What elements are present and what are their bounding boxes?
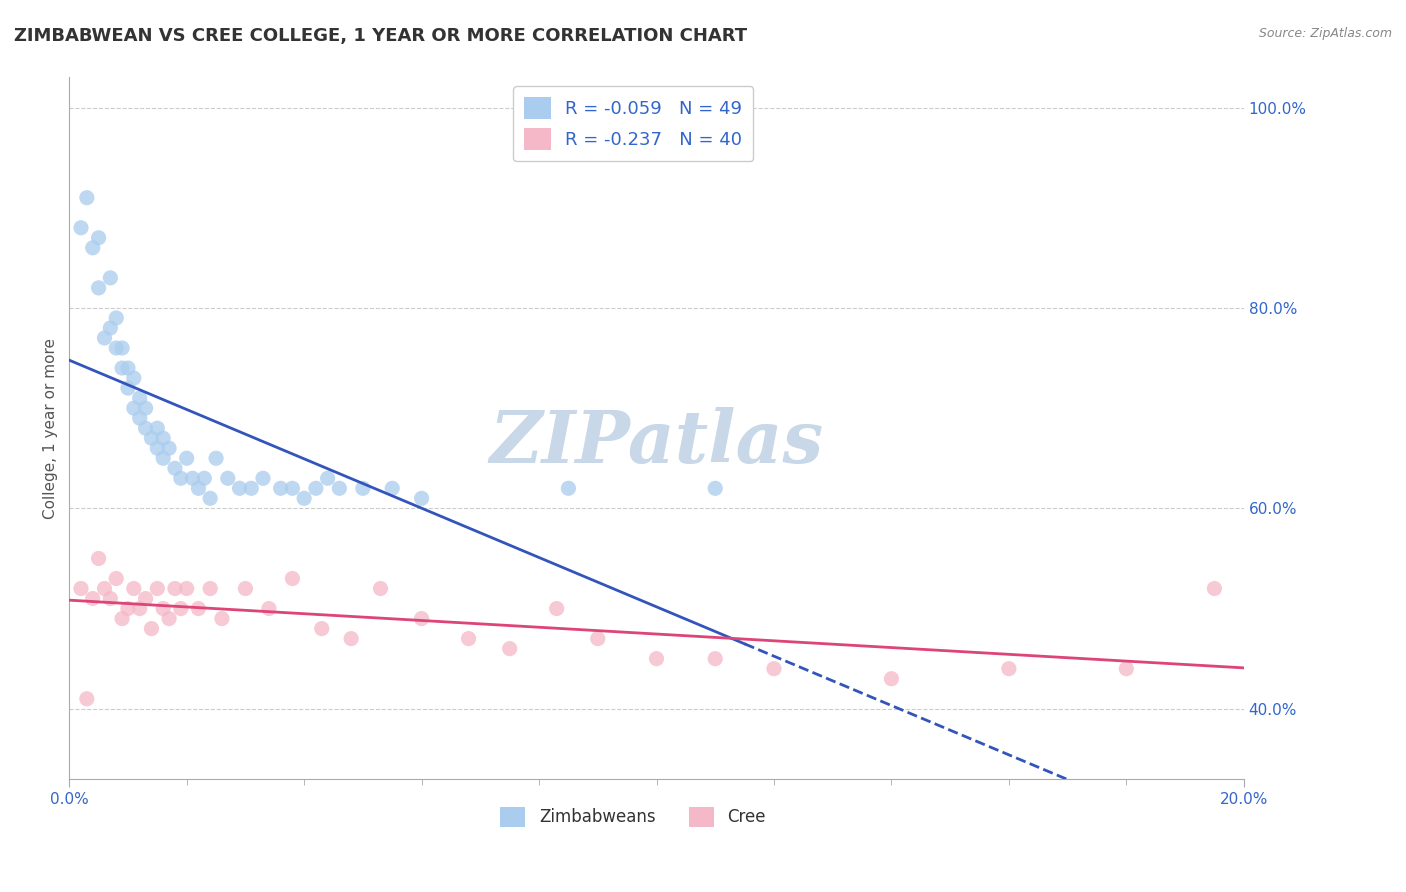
Point: [122, 582, 145, 596]
Point: [1204, 582, 1226, 596]
Point: [762, 662, 785, 676]
Point: [311, 622, 333, 636]
Point: [70, 582, 93, 596]
Point: [157, 441, 180, 455]
Point: [135, 401, 157, 416]
Text: ZIMBABWEAN VS CREE COLLEGE, 1 YEAR OR MORE CORRELATION CHART: ZIMBABWEAN VS CREE COLLEGE, 1 YEAR OR MO…: [14, 27, 747, 45]
Point: [135, 591, 157, 606]
Point: [281, 481, 304, 495]
Point: [998, 662, 1021, 676]
Point: [411, 611, 433, 625]
Point: [240, 481, 263, 495]
Point: [316, 471, 339, 485]
Point: [128, 601, 150, 615]
Point: [340, 632, 363, 646]
Point: [270, 481, 292, 495]
Point: [252, 471, 274, 485]
Point: [146, 421, 169, 435]
Point: [146, 582, 169, 596]
Point: [163, 461, 186, 475]
Point: [193, 471, 215, 485]
Point: [105, 310, 128, 325]
Point: [111, 341, 134, 355]
Point: [111, 611, 134, 625]
Point: [281, 572, 304, 586]
Point: [235, 582, 257, 596]
Point: [170, 601, 193, 615]
Point: [105, 341, 128, 355]
Point: [187, 481, 209, 495]
Legend: Zimbabweans, Cree: Zimbabweans, Cree: [494, 800, 772, 834]
Point: [352, 481, 374, 495]
Point: [98, 591, 121, 606]
Point: [152, 451, 174, 466]
Point: [93, 331, 115, 345]
Point: [141, 431, 163, 445]
Point: [704, 481, 727, 495]
Point: [170, 471, 193, 485]
Point: [146, 441, 169, 455]
Point: [328, 481, 350, 495]
Point: [152, 601, 174, 615]
Point: [87, 551, 110, 566]
Point: [499, 641, 522, 656]
Point: [176, 582, 198, 596]
Text: Source: ZipAtlas.com: Source: ZipAtlas.com: [1258, 27, 1392, 40]
Point: [128, 411, 150, 425]
Point: [105, 572, 128, 586]
Point: [645, 651, 668, 665]
Point: [198, 582, 221, 596]
Point: [880, 672, 903, 686]
Point: [128, 391, 150, 405]
Point: [117, 601, 139, 615]
Point: [163, 582, 186, 596]
Point: [76, 191, 98, 205]
Point: [211, 611, 233, 625]
Point: [257, 601, 280, 615]
Point: [82, 241, 104, 255]
Point: [370, 582, 392, 596]
Point: [198, 491, 221, 506]
Point: [70, 220, 93, 235]
Point: [546, 601, 568, 615]
Point: [98, 321, 121, 335]
Point: [381, 481, 404, 495]
Point: [228, 481, 250, 495]
Point: [205, 451, 228, 466]
Point: [176, 451, 198, 466]
Point: [704, 651, 727, 665]
Point: [586, 632, 609, 646]
Point: [305, 481, 328, 495]
Point: [157, 611, 180, 625]
Point: [117, 381, 139, 395]
Point: [457, 632, 479, 646]
Point: [122, 401, 145, 416]
Point: [152, 431, 174, 445]
Point: [141, 622, 163, 636]
Text: ZIPatlas: ZIPatlas: [489, 407, 824, 478]
Point: [557, 481, 579, 495]
Y-axis label: College, 1 year or more: College, 1 year or more: [44, 338, 58, 518]
Point: [411, 491, 433, 506]
Point: [98, 271, 121, 285]
Point: [87, 231, 110, 245]
Point: [93, 582, 115, 596]
Point: [111, 361, 134, 376]
Point: [135, 421, 157, 435]
Point: [217, 471, 239, 485]
Point: [187, 601, 209, 615]
Point: [87, 281, 110, 295]
Point: [181, 471, 204, 485]
Point: [117, 361, 139, 376]
Point: [292, 491, 315, 506]
Point: [82, 591, 104, 606]
Point: [122, 371, 145, 385]
Point: [76, 691, 98, 706]
Point: [1115, 662, 1137, 676]
